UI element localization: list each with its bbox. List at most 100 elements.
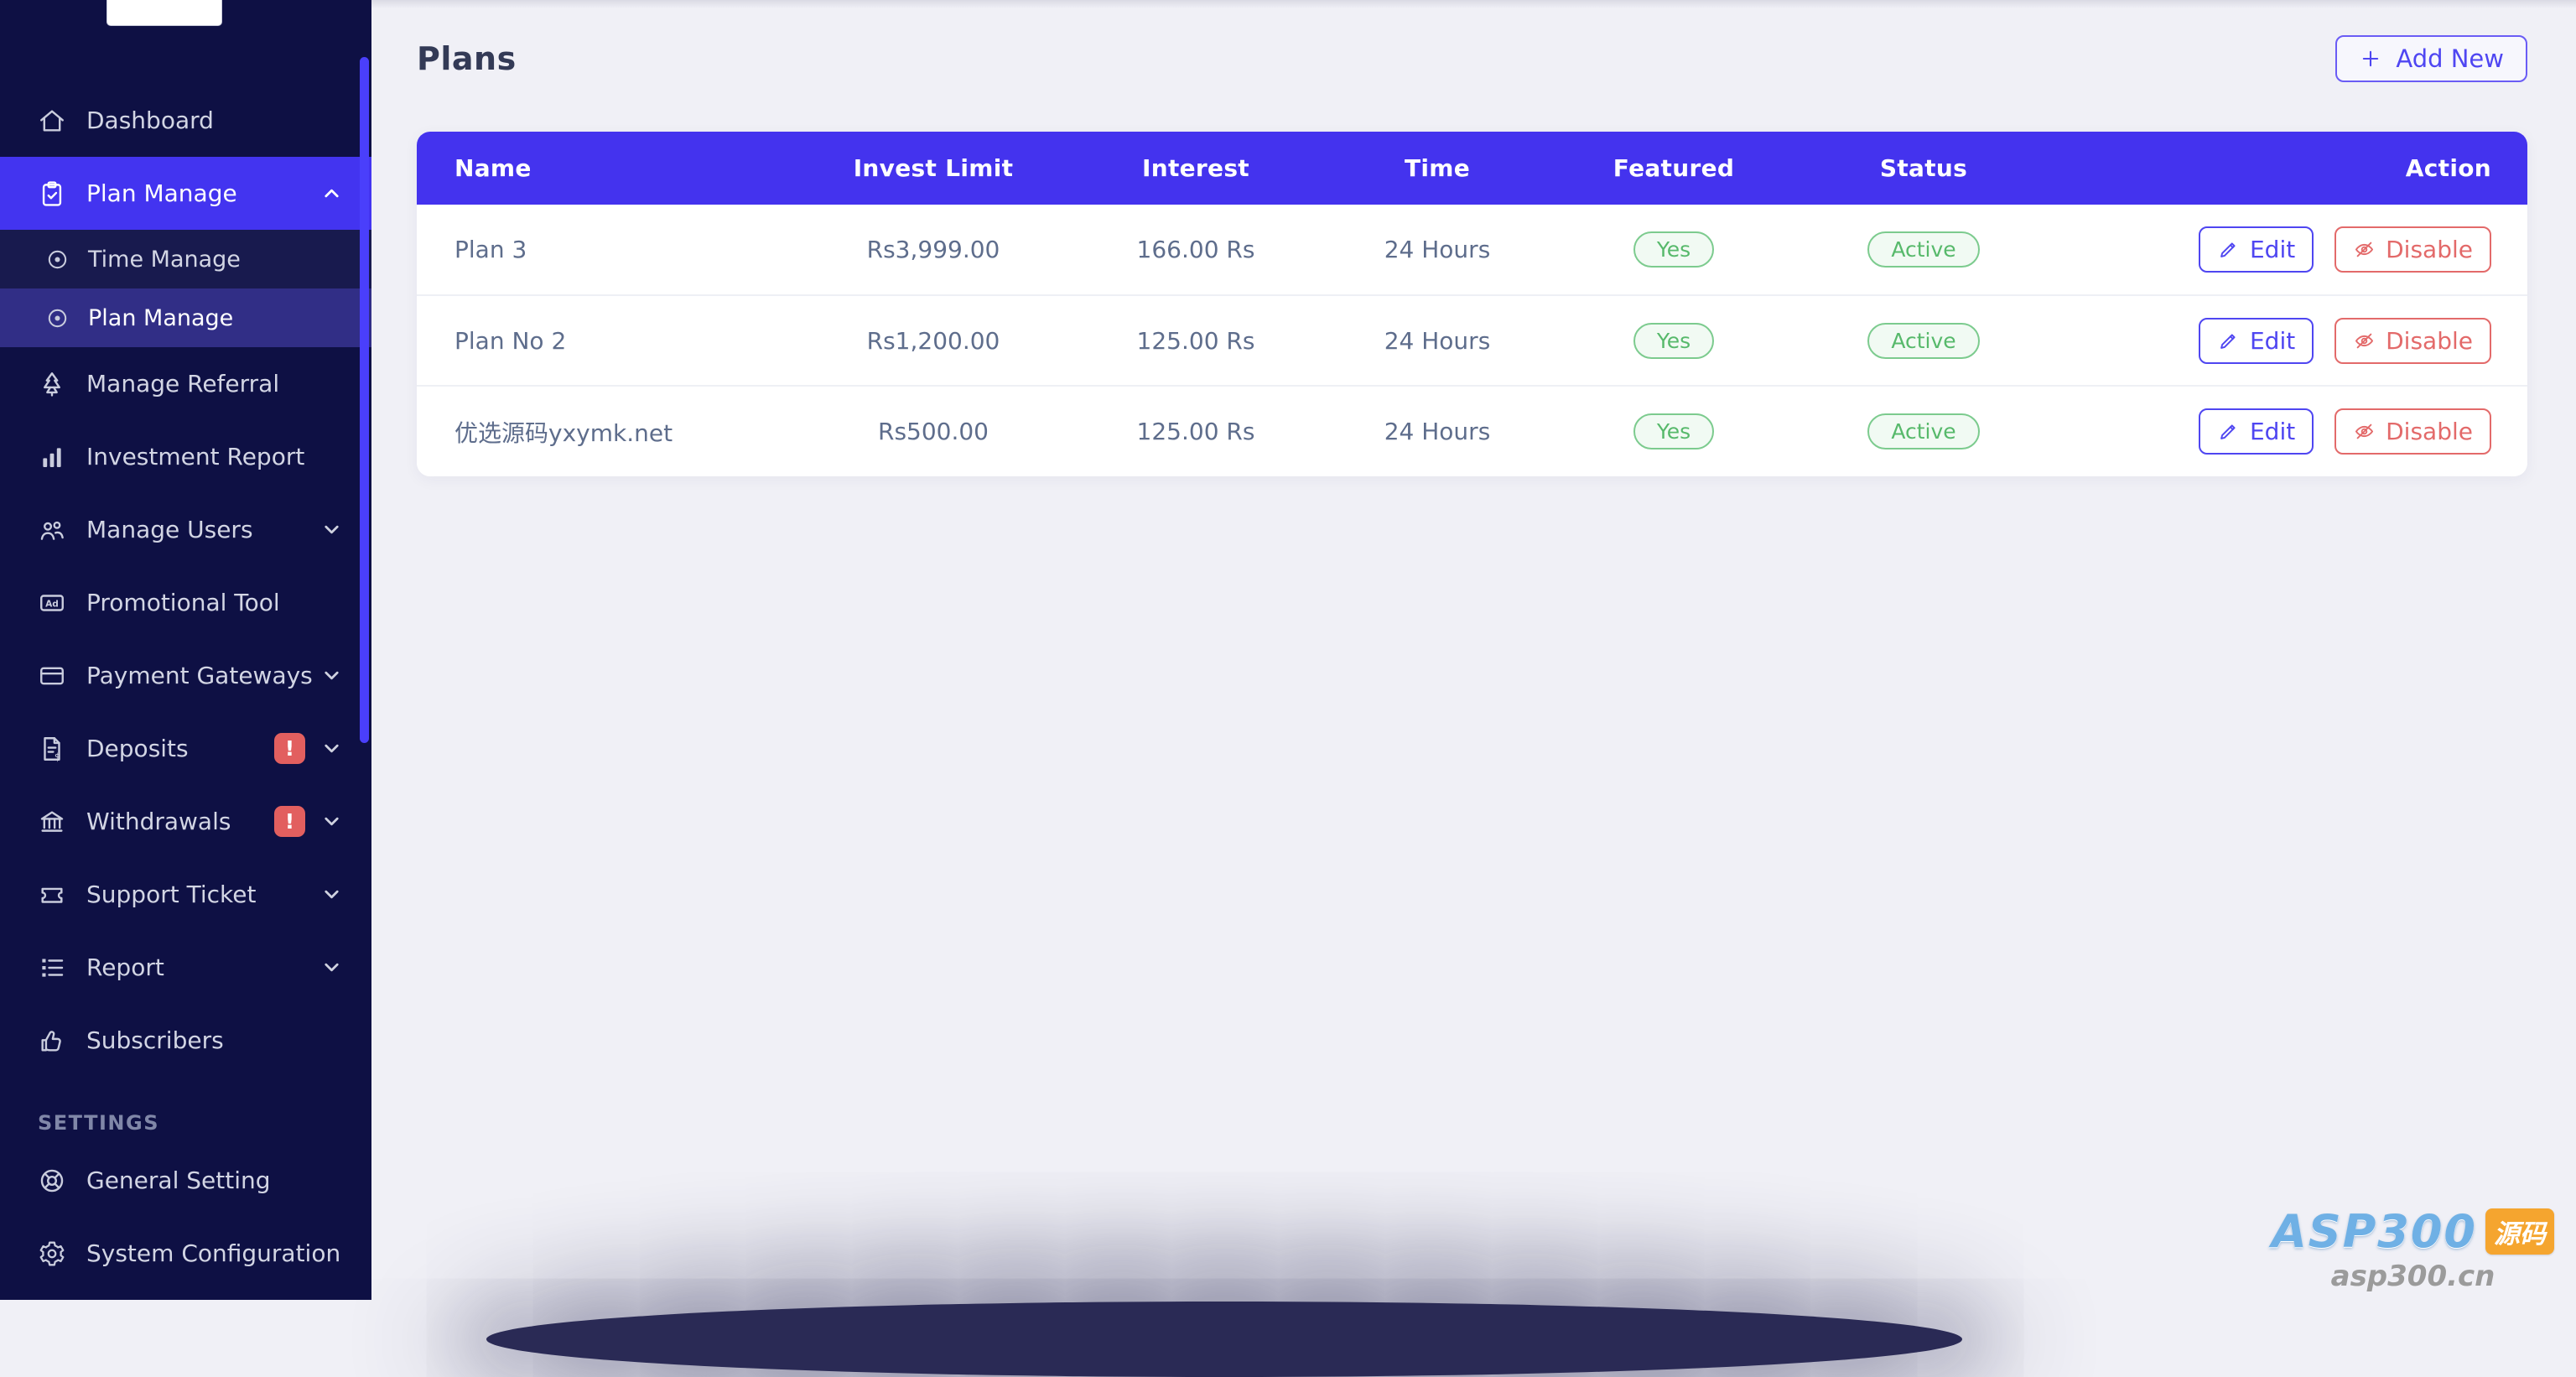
column-header-time: Time [1277, 132, 1597, 205]
disable-button[interactable]: Disable [2334, 408, 2491, 455]
plans-table: Name Invest Limit Interest Time Featured… [417, 132, 2527, 476]
settings-section-label: SETTINGS [38, 1111, 159, 1135]
sidebar-item-label: Support Ticket [86, 881, 257, 908]
alert-badge: ! [274, 806, 305, 837]
column-header-name: Name [417, 132, 752, 205]
sidebar-menu: Dashboard Plan Manage Time Manage [0, 0, 371, 1290]
add-new-button[interactable]: Add New [2335, 35, 2527, 82]
page-title: Plans [417, 40, 517, 77]
chevron-up-icon [320, 182, 343, 205]
cell-interest: 166.00 Rs [1114, 205, 1277, 295]
sidebar-item-deposits[interactable]: $ Deposits ! [0, 712, 371, 785]
column-header-status: Status [1750, 132, 2097, 205]
sidebar-item-label: System Configuration [86, 1239, 341, 1267]
cell-invest-limit: Rs1,200.00 [752, 294, 1114, 386]
table-row: 优选源码yxymk.net Rs500.00 125.00 Rs 24 Hour… [417, 385, 2527, 476]
chevron-down-icon [320, 883, 343, 906]
plan-manage-submenu: Time Manage Plan Manage [0, 230, 371, 347]
edit-label: Edit [2249, 326, 2296, 355]
column-header-invest-limit: Invest Limit [752, 132, 1114, 205]
cell-interest: 125.00 Rs [1114, 385, 1277, 476]
eye-slash-icon [2353, 238, 2376, 261]
edit-button[interactable]: Edit [2198, 408, 2314, 455]
sidebar-item-withdrawals[interactable]: Withdrawals ! [0, 785, 371, 858]
sidebar-subitem-label: Time Manage [88, 246, 241, 273]
cell-time: 24 Hours [1277, 294, 1597, 386]
pencil-icon [2217, 330, 2240, 352]
watermark-brand: ASP300 [2272, 1205, 2477, 1258]
clipboard-icon [38, 179, 66, 208]
sidebar-item-promotional-tool[interactable]: Ad Promotional Tool [0, 566, 371, 639]
sidebar-scrollbar-thumb[interactable] [360, 57, 369, 743]
cell-time: 24 Hours [1277, 205, 1597, 295]
cell-interest: 125.00 Rs [1114, 294, 1277, 386]
sidebar: Dashboard Plan Manage Time Manage [0, 0, 371, 1300]
table-header-row: Name Invest Limit Interest Time Featured… [417, 132, 2527, 205]
sidebar-item-label: Manage Users [86, 516, 253, 543]
chevron-down-icon [320, 810, 343, 833]
chevron-down-icon [320, 664, 343, 687]
disable-button[interactable]: Disable [2334, 317, 2491, 364]
sidebar-subitem-time-manage[interactable]: Time Manage [0, 230, 371, 288]
disable-label: Disable [2386, 326, 2473, 355]
sidebar-item-subscribers[interactable]: Subscribers [0, 1004, 371, 1077]
chevron-down-icon [320, 518, 343, 541]
featured-badge: Yes [1633, 231, 1715, 268]
logo [107, 0, 221, 25]
thumbs-up-icon [38, 1026, 66, 1055]
gear-icon [38, 1239, 66, 1268]
bar-chart-icon [38, 443, 66, 471]
sidebar-item-manage-referral[interactable]: Manage Referral [0, 347, 371, 420]
svg-text:$: $ [55, 751, 60, 762]
main-content: Plans Add New Name Invest Limit [371, 0, 2576, 1300]
sidebar-item-dashboard[interactable]: Dashboard [0, 84, 371, 157]
sidebar-item-label: Payment Gateways [86, 662, 313, 689]
sidebar-subitem-label: Plan Manage [88, 304, 234, 331]
sidebar-item-system-configuration[interactable]: System Configuration [0, 1217, 371, 1290]
featured-badge: Yes [1633, 413, 1715, 449]
status-badge: Active [1867, 413, 1980, 449]
sidebar-item-plan-manage[interactable]: Plan Manage [0, 157, 371, 230]
invoice-dollar-icon: $ [38, 735, 66, 763]
sidebar-item-manage-users[interactable]: Manage Users [0, 493, 371, 566]
sidebar-item-payment-gateways[interactable]: Payment Gateways [0, 639, 371, 712]
ad-icon: Ad [38, 589, 66, 617]
column-header-action: Action [2097, 132, 2527, 205]
sidebar-item-report[interactable]: Report [0, 931, 371, 1004]
edit-button[interactable]: Edit [2198, 317, 2314, 364]
sidebar-item-general-setting[interactable]: General Setting [0, 1144, 371, 1217]
watermark: ASP300 源码 asp300.cn [2272, 1205, 2554, 1293]
pencil-icon [2217, 238, 2240, 261]
sidebar-item-support-ticket[interactable]: Support Ticket [0, 858, 371, 931]
credit-card-icon [38, 662, 66, 690]
sidebar-subitem-plan-manage[interactable]: Plan Manage [0, 288, 371, 347]
status-badge: Active [1867, 322, 1980, 359]
life-ring-icon [38, 1167, 66, 1195]
cell-invest-limit: Rs500.00 [752, 385, 1114, 476]
page-header: Plans Add New [417, 35, 2527, 82]
sidebar-item-label: Investment Report [86, 443, 305, 470]
eye-slash-icon [2353, 420, 2376, 443]
sidebar-item-label: Manage Referral [86, 370, 280, 398]
edit-label: Edit [2249, 236, 2296, 263]
disable-label: Disable [2386, 418, 2473, 445]
watermark-badge: 源码 [2485, 1208, 2554, 1255]
chevron-down-icon [320, 956, 343, 979]
disable-label: Disable [2386, 236, 2473, 263]
sidebar-item-investment-report[interactable]: Investment Report [0, 420, 371, 493]
bottom-panel-shadow [486, 1302, 1962, 1377]
home-icon [38, 107, 66, 135]
column-header-featured: Featured [1597, 132, 1750, 205]
cell-name: 优选源码yxymk.net [417, 385, 752, 476]
svg-text:Ad: Ad [45, 598, 59, 609]
task-list-icon [38, 954, 66, 982]
disable-button[interactable]: Disable [2334, 226, 2491, 273]
edit-button[interactable]: Edit [2198, 226, 2314, 273]
sidebar-item-label: General Setting [86, 1167, 271, 1194]
watermark-domain: asp300.cn [2330, 1260, 2496, 1293]
bank-icon [38, 808, 66, 836]
sidebar-item-label: Subscribers [86, 1026, 224, 1054]
cell-time: 24 Hours [1277, 385, 1597, 476]
sidebar-item-label: Dashboard [86, 107, 214, 134]
top-shadow [371, 0, 2576, 8]
